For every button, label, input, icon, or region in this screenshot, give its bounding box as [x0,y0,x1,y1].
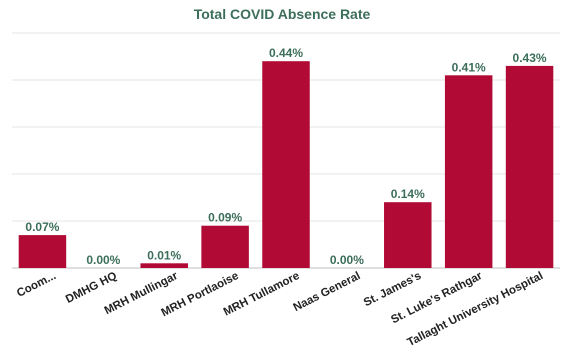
bar-8 [505,65,554,269]
value-label-1: 0.00% [86,253,120,267]
value-label-5: 0.00% [330,253,364,267]
bar-7 [444,75,493,268]
value-labels: 0.07% 0.00% 0.01% 0.09% 0.44% 0.00% 0.14% 0.41%… [25,46,546,267]
value-label-2: 0.01% [147,248,181,262]
bar-6 [384,202,432,268]
bar-4 [262,61,310,269]
bars [18,61,554,269]
value-label-8: 0.43% [513,51,547,65]
value-label-0: 0.07% [25,220,59,234]
value-label-7: 0.41% [452,60,486,74]
bar-0 [18,235,67,268]
value-label-6: 0.14% [391,187,425,201]
x-tick-label-1: DMHG HQ [64,270,119,306]
bar-2 [140,263,188,268]
x-tick-label-5: Naas General [292,270,363,314]
chart-title: Total COVID Absence Rate [193,6,371,22]
value-label-4: 0.44% [269,46,303,60]
bar-3 [201,225,249,268]
x-tick-label-0: Coom... [15,270,58,300]
value-label-3: 0.09% [208,211,242,225]
